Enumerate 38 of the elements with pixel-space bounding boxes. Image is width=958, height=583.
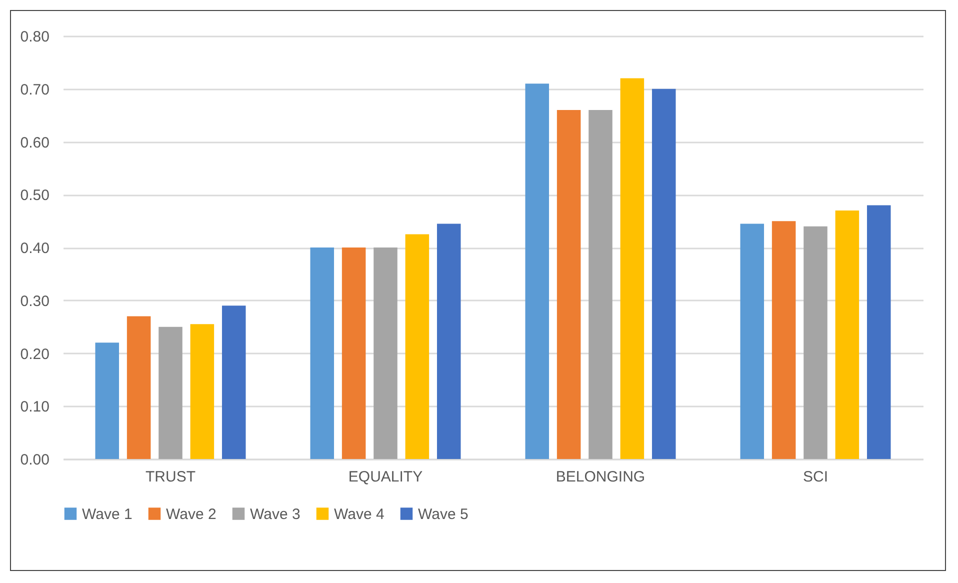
bar	[804, 226, 828, 459]
legend-label: Wave 4	[334, 506, 384, 523]
legend-label: Wave 3	[250, 506, 300, 523]
legend-label: Wave 1	[82, 506, 132, 523]
legend-label: Wave 2	[166, 506, 216, 523]
bar	[436, 224, 461, 459]
y-tick-label: 0.00	[20, 452, 50, 468]
bar	[525, 84, 550, 459]
bar	[310, 248, 334, 459]
bar	[620, 78, 644, 459]
bar	[374, 248, 398, 459]
bar	[772, 221, 796, 459]
y-tick-label: 0.30	[20, 292, 50, 310]
legend-label: Wave 5	[418, 506, 468, 523]
bar	[588, 110, 612, 459]
x-tick-label: SCI	[802, 468, 828, 486]
bar	[342, 248, 366, 459]
y-tick-label: 0.70	[20, 81, 50, 98]
y-tick-label: 0.80	[20, 28, 50, 46]
y-tick-label: 0.60	[20, 134, 50, 152]
bar	[866, 205, 891, 459]
bar	[740, 224, 764, 459]
y-tick-label: 0.10	[20, 398, 50, 416]
bar	[190, 324, 214, 459]
x-tick-label: EQUALITY	[348, 468, 423, 486]
bar	[158, 326, 182, 459]
bar	[222, 306, 246, 459]
y-tick-label: 0.20	[20, 346, 50, 363]
bar	[126, 316, 151, 459]
x-tick-label: BELONGING	[556, 468, 646, 486]
y-tick-label: 0.40	[20, 240, 50, 257]
y-tick-label: 0.50	[20, 187, 50, 204]
bar	[835, 210, 860, 459]
bar	[405, 234, 430, 459]
bar	[95, 342, 120, 459]
x-tick-label: TRUST	[146, 468, 196, 486]
bar	[652, 88, 676, 459]
bar	[556, 110, 581, 459]
